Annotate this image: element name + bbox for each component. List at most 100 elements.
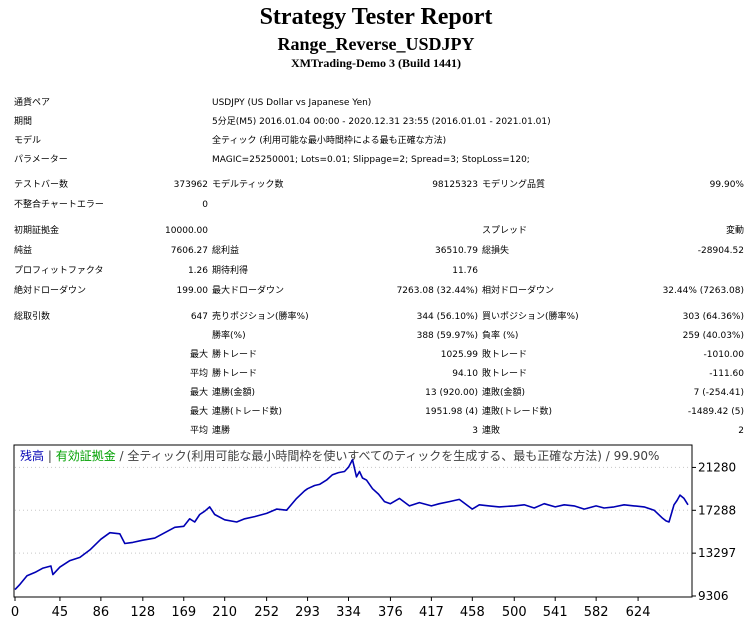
x-tick-label: 624 bbox=[626, 605, 651, 620]
row-prefix: 最大 bbox=[189, 388, 208, 398]
long-positions-label: 買いポジション(勝率%) bbox=[482, 312, 579, 322]
server-build: XMTrading-Demo 3 (Build 1441) bbox=[290, 56, 462, 70]
y-tick-label: 21280 bbox=[698, 460, 736, 474]
expected-payoff-value: 11.76 bbox=[452, 266, 478, 276]
model-label: モデル bbox=[14, 136, 42, 146]
row-value: -1010.00 bbox=[703, 350, 744, 360]
row-label: 勝トレード bbox=[212, 369, 258, 379]
row-prefix: 最大 bbox=[189, 407, 208, 417]
row-value: -1489.42 (5) bbox=[687, 407, 744, 417]
net-profit-label: 純益 bbox=[14, 246, 33, 256]
ticks-value: 98125323 bbox=[432, 180, 478, 190]
x-tick-label: 334 bbox=[336, 605, 361, 620]
bars-label: テストバー数 bbox=[14, 180, 69, 190]
spread-value: 変動 bbox=[725, 226, 744, 236]
gross-loss-value: -28904.52 bbox=[697, 246, 744, 256]
gross-profit-value: 36510.79 bbox=[435, 246, 478, 256]
row-label: 連勝(トレード数) bbox=[212, 407, 283, 417]
maximal-drawdown-label: 最大ドローダウン bbox=[212, 286, 285, 296]
row-label: 勝トレード bbox=[212, 350, 258, 360]
net-profit-value: 7606.27 bbox=[170, 246, 208, 256]
total-trades-label: 総取引数 bbox=[14, 312, 51, 322]
row-value: 1951.98 (4) bbox=[425, 407, 478, 417]
row-label: 連勝(金額) bbox=[212, 388, 256, 398]
x-tick-label: 169 bbox=[171, 605, 196, 620]
x-tick-label: 86 bbox=[93, 605, 110, 620]
maximal-drawdown-value: 7263.08 (32.44%) bbox=[396, 286, 478, 296]
plot-frame bbox=[13, 444, 693, 598]
long-positions-value: 303 (64.36%) bbox=[682, 312, 744, 322]
gross-loss-label: 総損失 bbox=[482, 246, 510, 256]
row-label: 敗トレード bbox=[482, 369, 528, 379]
period-value: 5分足(M5) 2016.01.04 00:00 - 2020.12.31 23… bbox=[212, 117, 551, 127]
row-value: 7 (-254.41) bbox=[693, 388, 744, 398]
legend-separator: / bbox=[602, 449, 614, 463]
deposit-label: 初期証拠金 bbox=[14, 226, 60, 236]
y-tick-label: 13297 bbox=[698, 546, 736, 560]
spread-label: スプレッド bbox=[482, 226, 528, 236]
chart-legend: 残高 | 有効証拠金 / 全ティック(利用可能な最小時間枠を使いすべてのティック… bbox=[20, 448, 659, 463]
period-label: 期間 bbox=[14, 117, 33, 127]
short-positions-label: 売りポジション(勝率%) bbox=[212, 312, 309, 322]
balance-chart: 残高 | 有効証拠金 / 全ティック(利用可能な最小時間枠を使いすべてのティック… bbox=[0, 441, 752, 625]
row-prefix: 平均 bbox=[189, 426, 208, 436]
relative-drawdown-value: 32.44% (7263.08) bbox=[662, 286, 744, 296]
x-tick-label: 376 bbox=[378, 605, 403, 620]
x-tick-label: 0 bbox=[11, 605, 19, 620]
legend-quality: 99.90% bbox=[614, 449, 660, 463]
x-tick-label: 252 bbox=[254, 605, 279, 620]
row-label: 連敗 bbox=[482, 426, 501, 436]
quality-label: モデリング品質 bbox=[482, 180, 546, 190]
short-positions-value: 344 (56.10%) bbox=[416, 312, 478, 322]
loss-trades-value: 259 (40.03%) bbox=[682, 331, 744, 341]
deposit-value: 10000.00 bbox=[165, 226, 208, 236]
parameters-label: パラメーター bbox=[14, 155, 68, 165]
expert-name: Range_Reverse_USDJPY bbox=[277, 34, 475, 54]
mismatch-label: 不整合チャートエラー bbox=[14, 200, 104, 210]
row-prefix: 平均 bbox=[189, 369, 208, 379]
symbol-value: USDJPY (US Dollar vs Japanese Yen) bbox=[212, 98, 372, 108]
balance-line bbox=[14, 458, 689, 591]
x-tick-label: 541 bbox=[543, 605, 568, 620]
row-label: 敗トレード bbox=[482, 350, 528, 360]
parameters-value: MAGIC=25250001; Lots=0.01; Slippage=2; S… bbox=[212, 155, 530, 165]
ticks-label: モデルティック数 bbox=[212, 180, 284, 190]
mismatch-value: 0 bbox=[202, 200, 208, 210]
row-value: -111.60 bbox=[709, 369, 744, 379]
total-trades-value: 647 bbox=[190, 312, 208, 322]
loss-trades-label: 負率 (%) bbox=[482, 331, 519, 341]
model-value: 全ティック (利用可能な最小時間枠による最も正確な方法) bbox=[212, 136, 447, 146]
x-tick-label: 128 bbox=[130, 605, 155, 620]
x-tick-label: 500 bbox=[502, 605, 527, 620]
bars-value: 373962 bbox=[173, 180, 208, 190]
row-label: 連敗(トレード数) bbox=[482, 407, 553, 417]
legend-model: 全ティック(利用可能な最小時間枠を使いすべてのティックを生成する、最も正確な方法… bbox=[127, 448, 602, 463]
legend-equity: 有効証拠金 bbox=[56, 448, 116, 463]
y-tick-label: 9306 bbox=[698, 589, 729, 603]
absolute-drawdown-value: 199.00 bbox=[176, 286, 209, 296]
report-title: Strategy Tester Report bbox=[259, 4, 493, 30]
gross-profit-label: 総利益 bbox=[212, 246, 240, 256]
quality-value: 99.90% bbox=[709, 180, 744, 190]
profit-factor-label: プロフィットファクタ bbox=[14, 266, 104, 276]
row-value: 3 bbox=[472, 426, 478, 436]
expected-payoff-label: 期待利得 bbox=[212, 266, 249, 276]
relative-drawdown-label: 相対ドローダウン bbox=[482, 286, 555, 296]
absolute-drawdown-label: 絶対ドローダウン bbox=[14, 286, 87, 296]
profit-trades-value: 388 (59.97%) bbox=[416, 331, 478, 341]
row-value: 1025.99 bbox=[440, 350, 478, 360]
row-prefix: 最大 bbox=[189, 350, 208, 360]
row-value: 13 (920.00) bbox=[425, 388, 478, 398]
symbol-label: 通貨ペア bbox=[14, 98, 51, 108]
row-label: 連勝 bbox=[212, 426, 231, 436]
row-value: 94.10 bbox=[452, 369, 478, 379]
row-label: 連敗(金額) bbox=[482, 388, 526, 398]
x-tick-label: 458 bbox=[460, 605, 485, 620]
legend-separator: | bbox=[44, 449, 56, 463]
legend-separator: / bbox=[116, 449, 128, 463]
profit-trades-label: 勝率(%) bbox=[212, 331, 246, 341]
x-tick-label: 417 bbox=[419, 605, 444, 620]
x-tick-label: 45 bbox=[52, 605, 69, 620]
y-tick-label: 17288 bbox=[698, 503, 736, 517]
x-tick-label: 293 bbox=[295, 605, 320, 620]
